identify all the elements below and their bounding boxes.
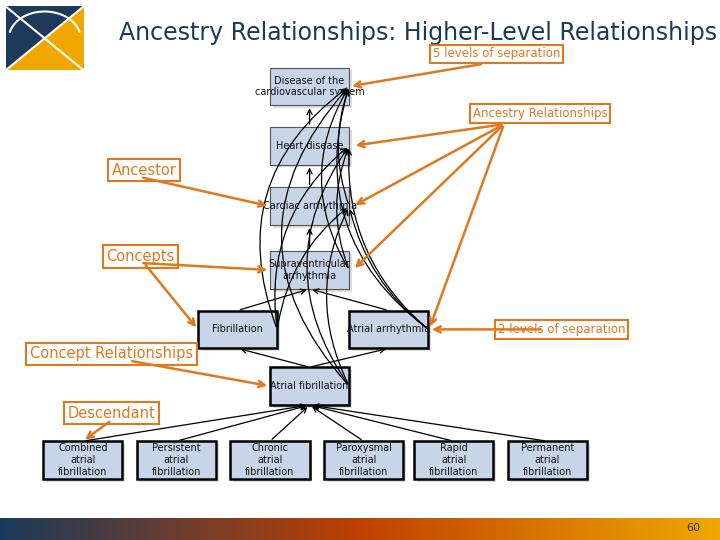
FancyBboxPatch shape	[352, 313, 431, 351]
Text: 2 levels of separation: 2 levels of separation	[498, 323, 626, 336]
Text: Descendant: Descendant	[68, 406, 156, 421]
FancyBboxPatch shape	[270, 367, 349, 405]
FancyBboxPatch shape	[273, 190, 352, 228]
Text: Supraventricular
arrhythmia: Supraventricular arrhythmia	[269, 259, 351, 281]
FancyBboxPatch shape	[270, 251, 349, 289]
FancyBboxPatch shape	[349, 310, 428, 348]
Text: Paroxysmal
atrial
fibrillation: Paroxysmal atrial fibrillation	[336, 443, 392, 477]
FancyBboxPatch shape	[270, 68, 349, 105]
Text: Atrial arrhythmia: Atrial arrhythmia	[347, 325, 431, 334]
Text: Persistent
atrial
fibrillation: Persistent atrial fibrillation	[152, 443, 201, 477]
Text: Concepts: Concepts	[107, 249, 174, 264]
FancyBboxPatch shape	[273, 70, 352, 108]
Text: Chronic
atrial
fibrillation: Chronic atrial fibrillation	[246, 443, 294, 477]
FancyBboxPatch shape	[510, 444, 590, 482]
FancyBboxPatch shape	[417, 444, 496, 482]
Text: Ancestry Relationships: Higher-Level Relationships: Ancestry Relationships: Higher-Level Rel…	[119, 21, 717, 44]
Text: Rapid
atrial
fibrillation: Rapid atrial fibrillation	[429, 443, 478, 477]
Text: Ancestor: Ancestor	[112, 163, 176, 178]
FancyBboxPatch shape	[270, 187, 349, 225]
FancyBboxPatch shape	[273, 130, 352, 167]
FancyBboxPatch shape	[273, 254, 352, 292]
FancyBboxPatch shape	[6, 6, 84, 70]
Text: Heart disease: Heart disease	[276, 141, 343, 151]
FancyBboxPatch shape	[270, 127, 349, 165]
Text: Disease of the
cardiovascular system: Disease of the cardiovascular system	[255, 76, 364, 97]
FancyBboxPatch shape	[324, 441, 403, 479]
Text: Fibrillation: Fibrillation	[212, 325, 263, 334]
Text: Atrial fibrillation: Atrial fibrillation	[271, 381, 348, 391]
FancyBboxPatch shape	[43, 441, 122, 479]
FancyBboxPatch shape	[201, 313, 280, 351]
FancyBboxPatch shape	[273, 370, 352, 408]
Text: Concept Relationships: Concept Relationships	[30, 346, 193, 361]
Text: Permanent
atrial
fibrillation: Permanent atrial fibrillation	[521, 443, 574, 477]
FancyBboxPatch shape	[46, 444, 125, 482]
FancyBboxPatch shape	[140, 444, 219, 482]
Text: 60: 60	[686, 523, 700, 533]
FancyBboxPatch shape	[327, 444, 406, 482]
Text: 5 levels of separation: 5 levels of separation	[433, 48, 560, 60]
Text: Ancestry Relationships: Ancestry Relationships	[473, 107, 607, 120]
FancyBboxPatch shape	[508, 441, 587, 479]
Polygon shape	[6, 6, 84, 70]
Text: Cardiac arrhythmia: Cardiac arrhythmia	[263, 201, 356, 211]
FancyBboxPatch shape	[137, 441, 216, 479]
FancyBboxPatch shape	[233, 444, 312, 482]
FancyBboxPatch shape	[414, 441, 493, 479]
FancyBboxPatch shape	[230, 441, 310, 479]
FancyBboxPatch shape	[198, 310, 277, 348]
Text: Combined
atrial
fibrillation: Combined atrial fibrillation	[58, 443, 107, 477]
